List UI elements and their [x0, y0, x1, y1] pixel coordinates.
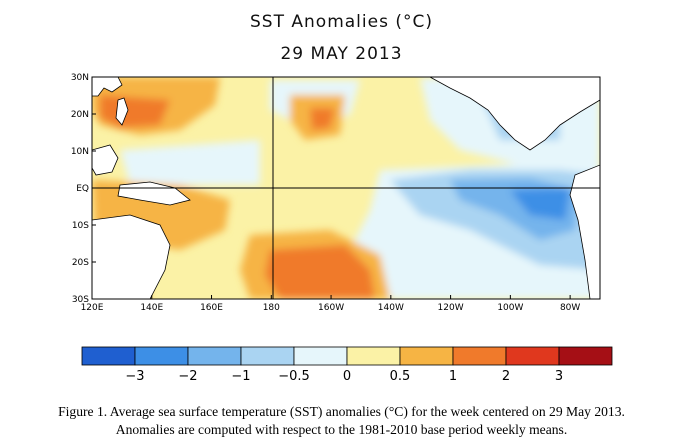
warm-anomaly-region — [310, 108, 335, 130]
land-borneo — [92, 144, 119, 176]
cool-anomaly-region — [510, 188, 570, 220]
colorbar-tick-label: 0 — [343, 369, 351, 384]
lat-tick-label: 10S — [72, 221, 89, 231]
figure-caption: Figure 1. Average sea surface temperatur… — [0, 403, 683, 439]
lon-tick-label: 140E — [140, 303, 163, 313]
colorbar-swatch — [558, 346, 613, 366]
land-philippines — [115, 97, 129, 126]
land-north-america — [429, 77, 600, 151]
lat-tick-label: EQ — [76, 184, 89, 194]
colorbar-tick-label: −0.5 — [278, 369, 310, 384]
lat-tick-label: 20N — [71, 110, 89, 120]
colorbar-swatch — [452, 346, 507, 366]
lat-tick-label: 30S — [72, 295, 89, 305]
lon-tick-label: 120E — [81, 303, 104, 313]
lon-tick-label: 100W — [497, 303, 523, 313]
chart-title: SST Anomalies (°C) — [250, 12, 433, 32]
colorbar-tick-label: −1 — [231, 369, 250, 384]
lon-tick-label: 80W — [560, 303, 580, 313]
colorbar-swatch — [81, 346, 136, 366]
lon-tick-label: 120W — [438, 303, 464, 313]
caption-line-2: Anomalies are computed with respect to t… — [115, 422, 568, 437]
caption-line-1: Figure 1. Average sea surface temperatur… — [58, 404, 625, 419]
colorbar-swatch — [505, 346, 560, 366]
colorbar-tick-label: −3 — [125, 369, 144, 384]
lat-tick-label: 20S — [72, 258, 89, 268]
warm-anomaly-region — [265, 245, 375, 299]
land-australia — [92, 214, 171, 299]
land-masses — [92, 77, 600, 299]
colorbar-tick-label: 2 — [502, 369, 510, 384]
land-south-america — [569, 164, 600, 299]
chart-date: 29 MAY 2013 — [280, 44, 403, 64]
colorbar-swatch — [346, 346, 401, 366]
lon-tick-label: 180 — [263, 303, 280, 313]
colorbar-tick-label: −2 — [178, 369, 197, 384]
colorbar-swatch — [134, 346, 189, 366]
lat-tick-label: 10N — [71, 147, 89, 157]
lon-tick-label: 160W — [318, 303, 344, 313]
colorbar-swatch — [293, 346, 348, 366]
colorbar-swatch — [399, 346, 454, 366]
colorbar-swatch — [240, 346, 295, 366]
lon-tick-label: 160E — [200, 303, 223, 313]
colorbar-tick-label: 3 — [555, 369, 563, 384]
colorbar-tick-label: 1 — [449, 369, 457, 384]
colorbar: −3 −2 −1 −0.5 0 0.5 1 2 3 — [81, 346, 613, 384]
lon-tick-label: 140W — [378, 303, 404, 313]
colorbar-tick-label: 0.5 — [390, 369, 411, 384]
land-asia — [92, 77, 123, 97]
cool-anomaly-region — [120, 140, 260, 185]
lat-tick-label: 30N — [71, 73, 89, 83]
colorbar-swatch — [187, 346, 242, 366]
